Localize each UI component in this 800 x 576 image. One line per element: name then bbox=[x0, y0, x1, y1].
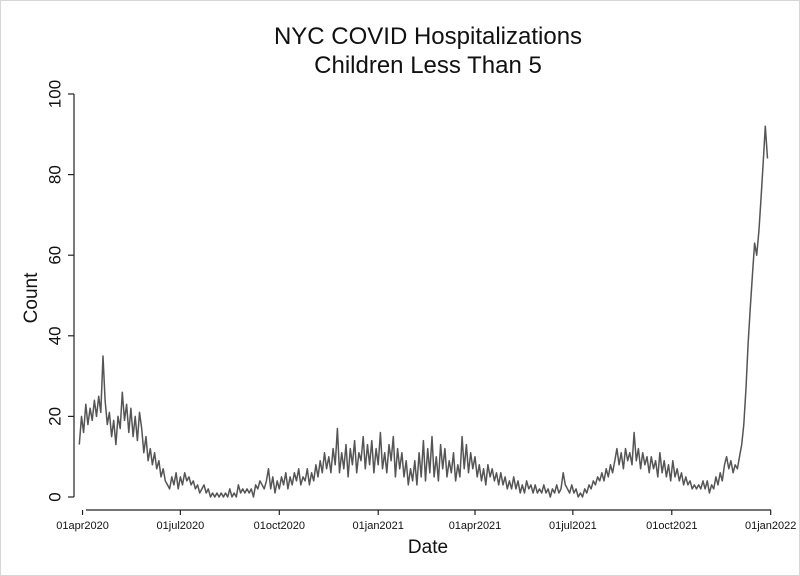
y-axis-label: Count bbox=[21, 272, 42, 323]
x-tick-label: 01jan2021 bbox=[353, 520, 404, 532]
y-ticks: 0 20 40 60 80 100 bbox=[45, 80, 74, 502]
y-tick-label: 80 bbox=[45, 165, 64, 184]
x-tick-label: 01oct2020 bbox=[254, 520, 305, 532]
chart-title-line-1: NYC COVID Hospitalizations bbox=[274, 23, 582, 50]
y-tick-label: 20 bbox=[45, 407, 64, 426]
x-axis-label: Date bbox=[408, 537, 448, 558]
x-ticks: 01apr2020 01jul2020 01oct2020 01jan2021 01ap… bbox=[56, 510, 796, 532]
y-tick-label: 0 bbox=[45, 492, 64, 501]
x-tick-label: 01apr2021 bbox=[449, 520, 502, 532]
x-tick-label: 01jul2021 bbox=[549, 520, 597, 532]
y-tick-label: 60 bbox=[45, 246, 64, 265]
x-tick-label: 01jul2020 bbox=[157, 520, 205, 532]
x-tick-label: 01oct2021 bbox=[646, 520, 697, 532]
x-tick-label: 01jan2022 bbox=[745, 520, 796, 532]
series-line-hospitalizations bbox=[78, 125, 769, 498]
y-tick-label: 40 bbox=[45, 326, 64, 345]
x-tick-label: 01apr2020 bbox=[56, 520, 109, 532]
y-tick-label: 100 bbox=[45, 80, 64, 108]
chart-title-line-2: Children Less Than 5 bbox=[314, 52, 542, 79]
